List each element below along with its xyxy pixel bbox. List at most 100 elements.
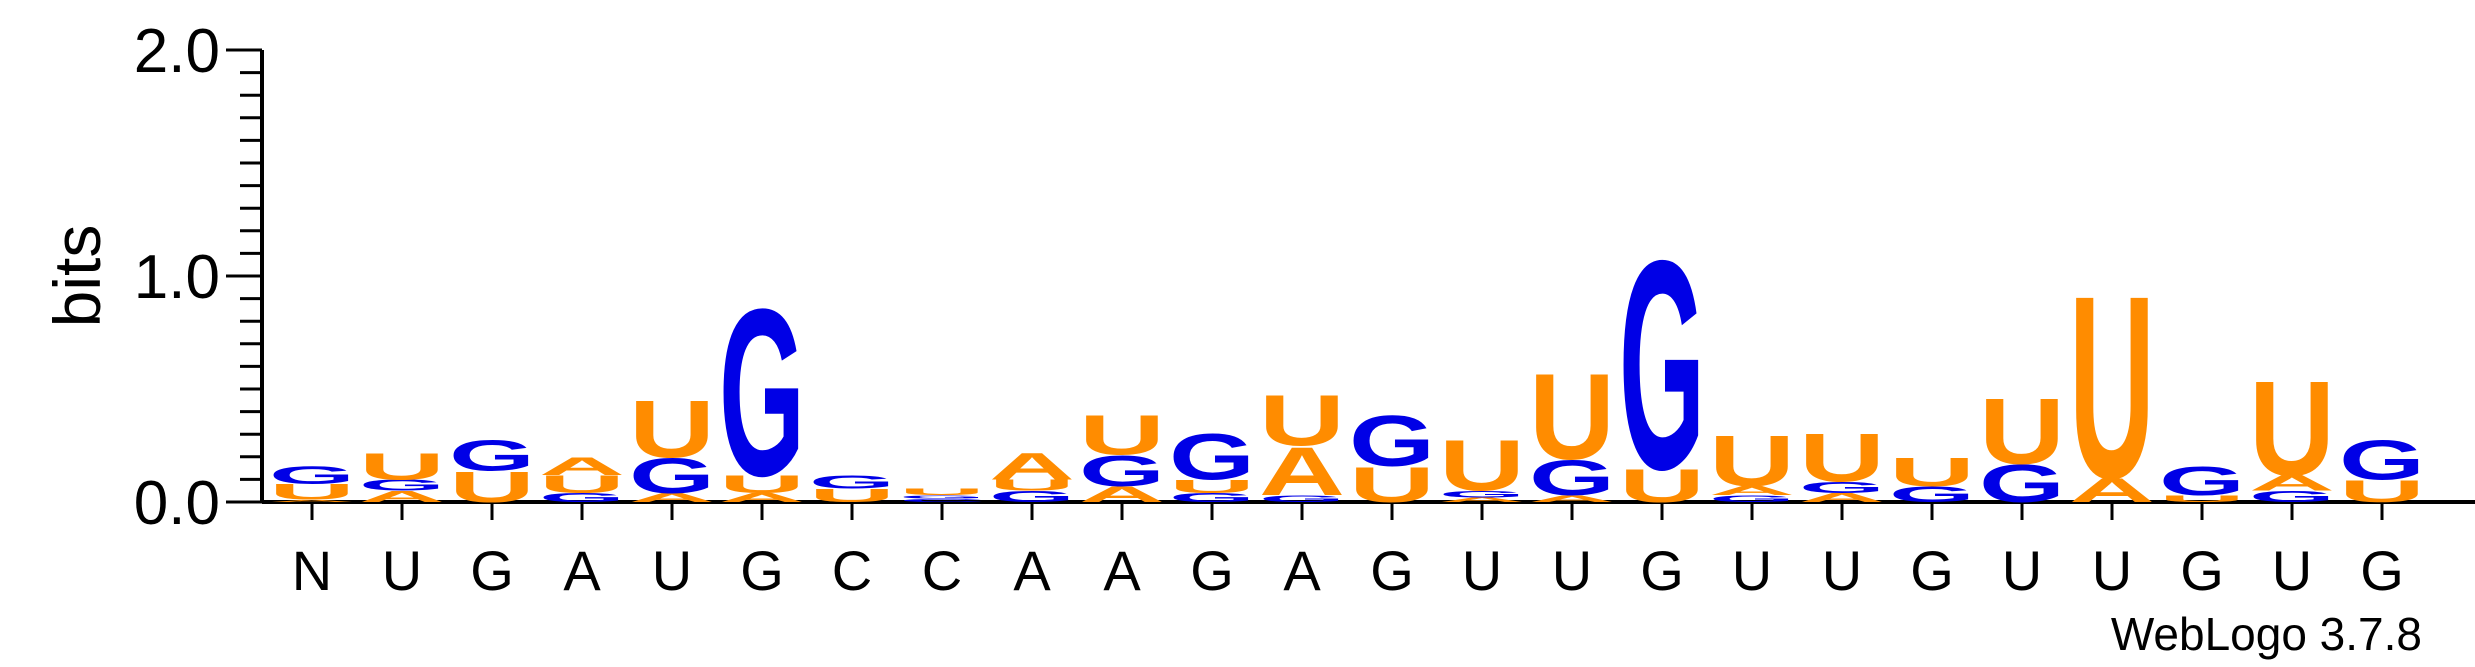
logo-letter: U	[719, 470, 805, 498]
logo-letter: G	[719, 261, 805, 527]
logo-letter: U	[1799, 419, 1885, 496]
logo-letter: A	[719, 491, 805, 505]
logo-letter: U	[1889, 449, 1975, 495]
logo-letter: U	[1529, 349, 1615, 486]
logo-letter: A	[359, 488, 445, 506]
logo-letter: A	[1439, 496, 1525, 503]
letter-stack: AUG	[269, 461, 355, 505]
logo-letter: G	[2159, 458, 2245, 504]
y-ticks: 0.0 1.0 2.0	[134, 17, 262, 538]
logo-letter: U	[1439, 425, 1525, 506]
logo-letter: A	[1259, 433, 1345, 510]
x-tick-label: A	[1283, 539, 1321, 602]
logo-letter: G	[1619, 198, 1705, 532]
letter-stack: AGU	[1079, 404, 1165, 507]
logo-letter: U	[899, 487, 985, 497]
letter-stack: GAU	[1709, 421, 1795, 504]
letter-stack: CGU	[899, 487, 985, 503]
logo-letter: U	[2069, 242, 2155, 533]
logo-letter: G	[1529, 450, 1615, 506]
logo-letter: G	[1439, 489, 1525, 500]
logo-letter: G	[1169, 491, 1255, 505]
logo-letter: G	[1259, 493, 1345, 504]
x-tick-label: U	[652, 539, 692, 602]
logo-letter: G	[1349, 400, 1435, 481]
logo-letter: G	[449, 431, 535, 480]
letter-stack: GUA	[989, 445, 1075, 505]
letter-stack: AGU	[359, 445, 445, 505]
x-tick-label: G	[1640, 539, 1684, 602]
x-tick-label: U	[1552, 539, 1592, 602]
letter-stack: GAU	[1259, 380, 1345, 510]
logo-letter: A	[1079, 482, 1165, 507]
x-tick-label: U	[2092, 539, 2132, 602]
letter-stack: UG	[449, 431, 535, 512]
logo-letter: G	[2339, 429, 2425, 492]
letter-stack: AGU	[1799, 419, 1885, 504]
logo-letter: U	[809, 485, 895, 506]
x-tick-label: A	[1103, 539, 1141, 602]
letter-stack: AUG	[719, 261, 805, 527]
x-tick-label: G	[1370, 539, 1414, 602]
logo-letter: A	[1709, 484, 1795, 498]
x-tick-label: G	[1910, 539, 1954, 602]
letter-stack: UG	[2339, 429, 2425, 509]
x-tick-label: C	[832, 539, 872, 602]
logo-letter: G	[269, 461, 355, 489]
logo-letter: A	[629, 491, 715, 505]
y-axis-label: bits	[40, 225, 114, 328]
logo-letter: G	[1709, 493, 1795, 504]
logo-letter: A	[1529, 494, 1615, 504]
x-tick-label: C	[922, 539, 962, 602]
x-tick-label: U	[1822, 539, 1862, 602]
logo-letter: G	[809, 471, 895, 492]
x-tick-label: G	[470, 539, 514, 602]
logo-letter: A	[1799, 491, 1885, 505]
logo-letter: G	[2249, 488, 2335, 505]
x-tick-label: U	[2272, 539, 2312, 602]
logo-letter: U	[1259, 380, 1345, 461]
logo-letter: G	[1799, 479, 1885, 496]
letter-stack: GUG	[1169, 421, 1255, 505]
logo-letter: U	[269, 480, 355, 505]
x-tick-label: U	[1462, 539, 1502, 602]
logo-letter: G	[1889, 482, 1975, 507]
logo-letter: A	[539, 452, 625, 480]
x-tick-label: U	[382, 539, 422, 602]
x-tick-label: N	[292, 539, 332, 602]
logo-letter: G	[1079, 446, 1165, 495]
x-tick-label: G	[740, 539, 784, 602]
logo-letter: A	[269, 499, 355, 503]
logo-letter: A	[989, 445, 1075, 487]
logo-letter: U	[359, 445, 445, 487]
logo-letter: U	[539, 470, 625, 498]
x-tick-label: U	[1732, 539, 1772, 602]
y-tick-label: 0.0	[134, 469, 220, 538]
y-tick-label: 1.0	[134, 243, 220, 312]
logo-letter: U	[2339, 474, 2425, 509]
logo-letter: U	[1709, 421, 1795, 502]
letter-stack: AU	[2069, 242, 2155, 533]
logo-letter: U	[2249, 353, 2335, 504]
logo-letter: U	[1619, 460, 1705, 513]
letter-stack: GAU	[2249, 353, 2335, 505]
x-tick-label: A	[1013, 539, 1051, 602]
logo-letter: G	[1979, 454, 2065, 514]
logo-letter: G	[1169, 421, 1255, 494]
letter-stack: UG	[1619, 198, 1705, 532]
weblogo-credit: WebLogo 3.7.8	[2111, 608, 2422, 660]
x-tick-label: G	[1190, 539, 1234, 602]
logo-letter: U	[629, 383, 715, 474]
letter-stack: UG	[1349, 400, 1435, 513]
logo-letter: U	[1349, 457, 1435, 513]
letter-stack: UG	[2159, 458, 2245, 504]
logo-letter: U	[1079, 404, 1165, 467]
letter-stack: AGU	[629, 383, 715, 504]
logo-letter: G	[539, 491, 625, 505]
logo-letter: U	[1979, 378, 2065, 483]
logo-letter: G	[359, 477, 445, 494]
